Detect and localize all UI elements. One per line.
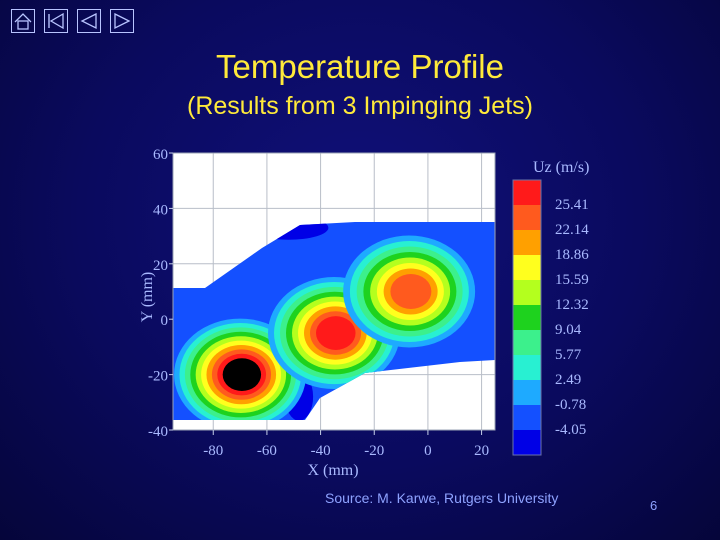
legend-swatch [513, 180, 541, 206]
legend-level-label: 5.77 [555, 347, 582, 363]
axis-ticks: -80 -60 -40 -20 0 20 60 40 20 0 -20 -40 [148, 147, 489, 459]
plot-frame [172, 152, 496, 431]
contour-level [222, 358, 262, 391]
next-slide-button[interactable] [110, 9, 134, 33]
legend-level-label: -0.78 [555, 397, 586, 413]
legend-level-label: 15.59 [555, 272, 589, 288]
legend-frame [512, 179, 542, 456]
first-slide-button[interactable] [44, 9, 68, 33]
x-tick-label: -20 [364, 443, 384, 459]
legend-level-label: 18.86 [555, 247, 589, 263]
legend-swatch [513, 330, 541, 356]
contour-level [390, 274, 432, 309]
legend-level-label: 22.14 [555, 222, 589, 238]
colorbar-legend: 25.41 22.14 18.86 15.59 12.32 9.04 5.77 2.49 -0.… [512, 179, 589, 456]
legend-swatch [513, 205, 541, 231]
y-axis-label: Y (mm) [139, 272, 156, 323]
page-subtitle: (Results from 3 Impinging Jets) [187, 92, 533, 120]
slide-number: 6 [650, 498, 658, 513]
x-tick-label: 0 [424, 443, 432, 459]
legend-swatch [513, 255, 541, 281]
x-tick-label: -60 [257, 443, 277, 459]
legend-swatch [513, 230, 541, 256]
previous-slide-button[interactable] [77, 9, 101, 33]
y-tick-label: -20 [148, 369, 168, 385]
legend-level-label: -4.05 [555, 422, 586, 438]
y-tick-label: 40 [153, 202, 168, 218]
y-tick-label: 20 [153, 258, 168, 274]
legend-title: Uz (m/s) [533, 159, 589, 176]
x-axis-label: X (mm) [307, 462, 358, 479]
legend-swatch [513, 380, 541, 406]
next-icon [110, 9, 134, 33]
y-tick-label: 60 [153, 147, 168, 163]
legend-level-label: 9.04 [555, 322, 582, 338]
legend-swatch [513, 305, 541, 331]
legend-swatch [513, 405, 541, 431]
contour-level [316, 316, 356, 350]
source-credit: Source: M. Karwe, Rutgers University [325, 490, 559, 506]
jet-contours [343, 235, 476, 348]
previous-icon [77, 9, 101, 33]
home-button[interactable] [11, 9, 35, 33]
legend-swatch [513, 280, 541, 306]
page-title: Temperature Profile [216, 48, 504, 85]
legend-level-label: 25.41 [555, 197, 589, 213]
legend-level-label: 12.32 [555, 297, 589, 313]
x-tick-label: -40 [311, 443, 331, 459]
y-tick-label: -40 [148, 424, 168, 440]
home-icon [11, 9, 35, 33]
legend-level-label: 2.49 [555, 372, 581, 388]
y-tick-label: 0 [161, 313, 169, 329]
legend-swatch [513, 430, 541, 456]
x-tick-label: -80 [203, 443, 223, 459]
x-tick-label: 20 [474, 443, 489, 459]
slide-navigation [11, 9, 134, 33]
first-slide-icon [44, 9, 68, 33]
legend-swatch [513, 355, 541, 381]
